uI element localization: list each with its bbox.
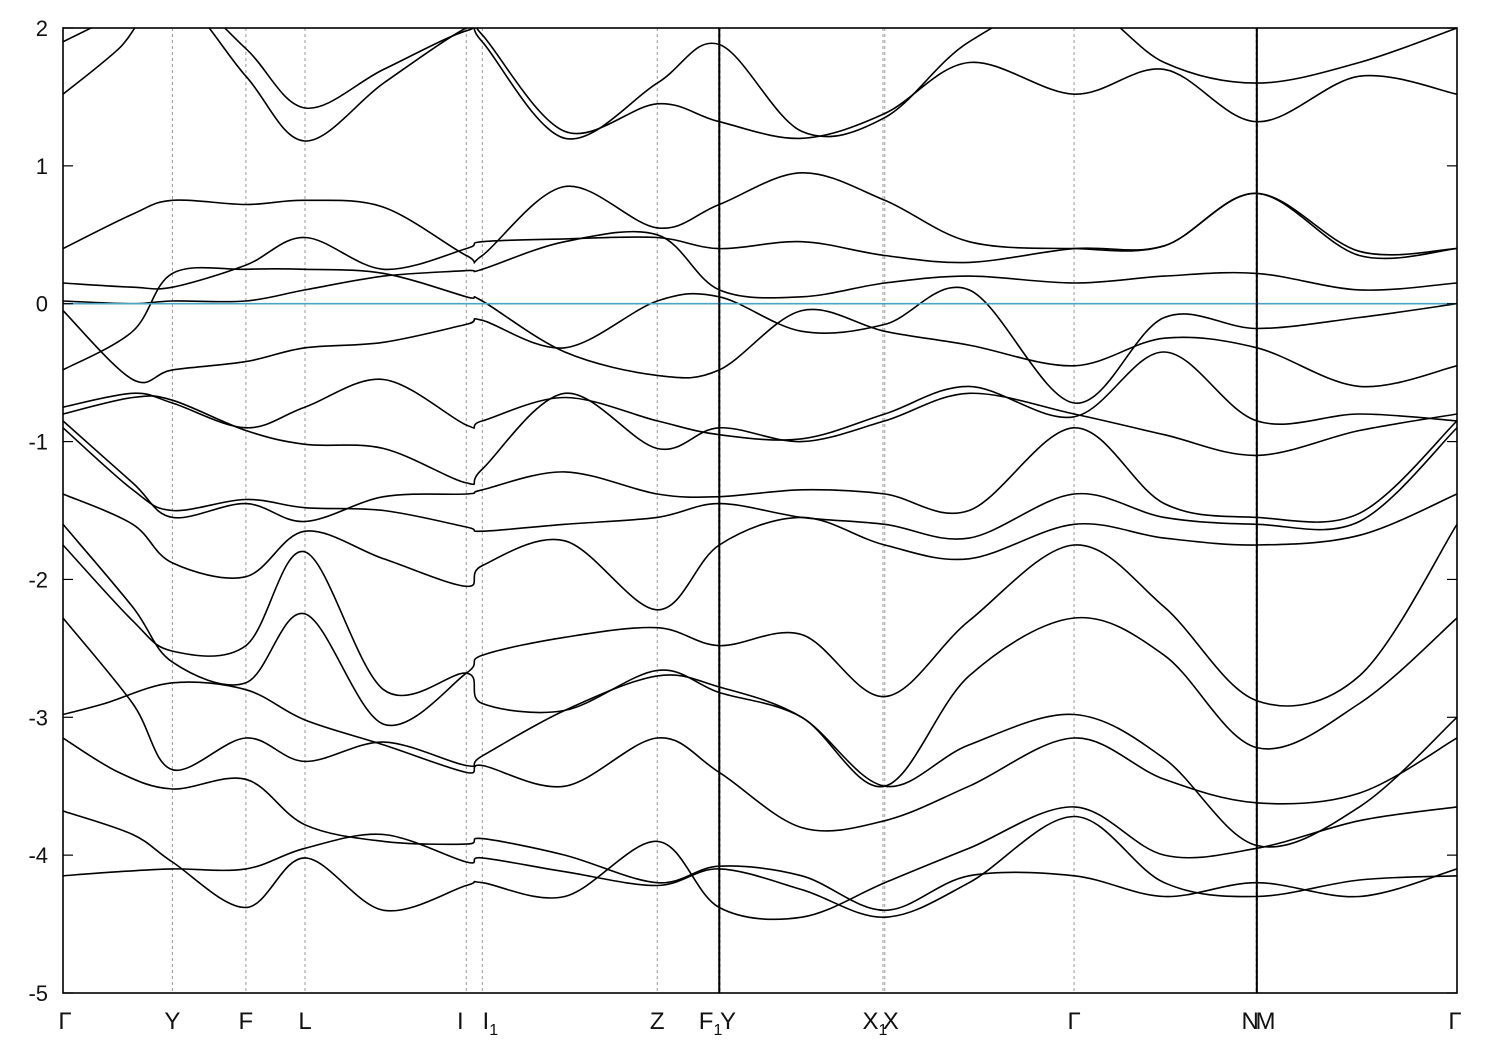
band-5 [63,617,1457,848]
band-15 [63,230,1457,305]
band-7 [63,523,1457,727]
y-tick-label: 2 [36,16,48,41]
y-tick-label: -4 [28,843,48,868]
band-11 [63,392,1457,486]
band-2 [63,806,1457,921]
y-tick-label: 0 [36,292,48,317]
plot-frame [62,27,1458,994]
hs-label-2: F [239,1008,254,1035]
band-6 [63,544,1457,788]
band-8 [63,493,1457,611]
hs-label-12: N [1241,1008,1258,1035]
path-break-lines [718,28,1258,993]
hs-label-8: Y [720,1008,736,1035]
hs-label-9: X1 [862,1008,887,1039]
hs-label-5: I1 [483,1008,499,1039]
hs-label-14: Γ [1448,1008,1461,1035]
high-symmetry-gridlines [171,28,1259,993]
y-tick-label: 1 [36,154,48,179]
band-series [63,28,1457,921]
band-1 [63,815,1457,919]
band-16 [63,192,1457,290]
hs-label-11: Γ [1067,1008,1080,1035]
hs-label-4: I [457,1008,464,1035]
band-19 [63,28,1457,140]
hs-label-0: Γ [58,1008,71,1035]
band-17 [63,171,1457,264]
band-12 [63,351,1457,441]
hs-label-3: L [298,1008,311,1035]
y-tick-label: -1 [28,430,48,455]
hs-label-10: X [883,1008,899,1035]
hs-label-13: M [1256,1008,1276,1035]
band-18 [63,28,1457,142]
y-tick-label: -5 [28,981,48,1006]
band-9 [63,427,1457,540]
band-4 [63,681,1457,832]
band-10 [63,420,1457,523]
band-3 [63,737,1457,912]
y-tick-label: -3 [28,705,48,730]
hs-label-7: F1 [699,1008,723,1039]
band-13 [63,266,1457,388]
y-tick-label: -2 [28,567,48,592]
y-axis-ticks: -5 -4 -3 -2 -1 0 1 2 [28,16,1457,1006]
band-14 [63,286,1457,404]
hs-label-1: Y [164,1008,180,1035]
x-axis-high-symmetry-labels: Γ Y F L I I1 Z F1Y X1X Γ NM Γ [58,1008,1461,1039]
hs-label-6: Z [650,1008,665,1035]
